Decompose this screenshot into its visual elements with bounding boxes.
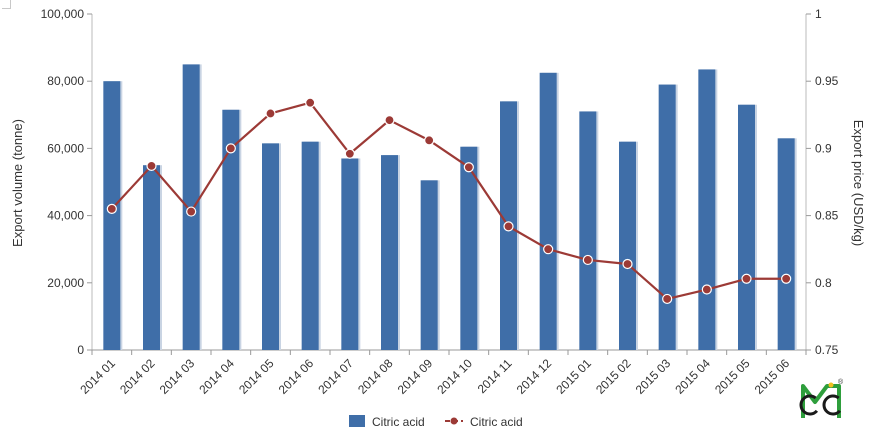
- price-point: [741, 273, 752, 284]
- price-point: [384, 115, 395, 126]
- y-right-tick-label: 0.95: [815, 74, 839, 88]
- bars-layer: [103, 64, 797, 351]
- price-point: [463, 162, 474, 173]
- price-point: [305, 97, 316, 108]
- price-point: [344, 148, 355, 159]
- x-tick-label: 2014 10: [434, 356, 475, 397]
- legend-line-marker: [450, 417, 458, 425]
- price-point: [662, 293, 673, 305]
- x-tick-label: 2014 06: [276, 356, 317, 397]
- price-point: [106, 203, 117, 214]
- y-left-tick-label: 100,000: [41, 7, 85, 21]
- legend-line-label: Citric acid: [470, 415, 523, 429]
- x-tick-label: 2014 07: [315, 356, 356, 397]
- price-point: [265, 108, 276, 119]
- y-left-tick-label: 40,000: [47, 209, 84, 223]
- x-tick-label: 2014 05: [236, 356, 277, 397]
- bar: [658, 84, 676, 350]
- legend: Citric acid Citric acid: [349, 415, 523, 429]
- legend-bar-swatch: [349, 415, 365, 427]
- price-line: [111, 101, 787, 301]
- bar: [143, 165, 160, 350]
- x-tick-label: 2015 01: [553, 356, 594, 397]
- y-right-tick-label: 0.85: [815, 209, 839, 223]
- price-point: [186, 206, 197, 217]
- bar: [698, 69, 716, 350]
- y-right-tick-label: 0.75: [815, 343, 839, 357]
- x-tick-label: 2014 08: [355, 356, 396, 397]
- bar: [738, 104, 755, 350]
- x-tick-label: 2015 05: [712, 356, 753, 397]
- legend-bar-label: Citric acid: [372, 415, 425, 429]
- logo-c-left: [799, 394, 821, 416]
- price-point: [701, 284, 712, 295]
- y-left-tick-label: 20,000: [47, 276, 84, 290]
- bar: [619, 141, 636, 350]
- logo-registered-mark: ®: [838, 378, 844, 386]
- bar: [301, 141, 319, 350]
- bar: [420, 180, 438, 350]
- bar: [539, 72, 557, 351]
- bar: [262, 143, 279, 350]
- price-point: [582, 254, 593, 266]
- bar: [103, 81, 121, 350]
- y-axis-right-label: Export price (USD/kg): [851, 120, 866, 246]
- y-right-tick-label: 0.9: [815, 141, 832, 155]
- x-tick-label: 2015 04: [672, 356, 713, 397]
- price-point: [225, 143, 236, 154]
- price-point: [424, 135, 435, 146]
- corner-mark: [2, 0, 11, 9]
- x-tick-label: 2014 01: [77, 356, 118, 397]
- x-tick-label: 2015 02: [593, 356, 634, 397]
- bar: [777, 138, 795, 350]
- price-point: [622, 258, 633, 270]
- price-point: [146, 160, 157, 171]
- bar: [579, 111, 597, 350]
- x-tick-label: 2014 09: [395, 356, 436, 397]
- y-left-tick-label: 0: [77, 343, 84, 357]
- x-tick-label: 2014 11: [475, 356, 515, 396]
- x-tick-label: 2014 04: [196, 356, 237, 397]
- x-tick-label: 2014 02: [117, 356, 158, 397]
- y-left-tick-label: 60,000: [47, 141, 84, 155]
- price-point: [503, 221, 514, 232]
- bar: [381, 155, 398, 350]
- x-tick-label: 2015 03: [633, 356, 674, 397]
- y-left-tick-label: 80,000: [47, 74, 84, 88]
- bar: [460, 146, 478, 350]
- bar: [341, 158, 359, 350]
- price-point: [781, 273, 792, 284]
- logo-c-right: [822, 394, 844, 416]
- x-tick-label: 2015 06: [752, 356, 793, 397]
- logo-dot: [828, 382, 834, 388]
- y-right-tick-label: 0.8: [815, 276, 832, 290]
- bar: [222, 109, 240, 350]
- line-layer: [106, 97, 792, 305]
- x-tick-label: 2014 03: [157, 356, 198, 397]
- ccm-logo: ®: [799, 378, 844, 418]
- y-right-tick-label: 1: [815, 7, 822, 21]
- logo-m-shape: [801, 384, 841, 418]
- x-tick-label: 2014 12: [514, 356, 555, 397]
- price-point: [543, 244, 554, 255]
- y-axis-left-label: Export volume (tonne): [10, 119, 25, 247]
